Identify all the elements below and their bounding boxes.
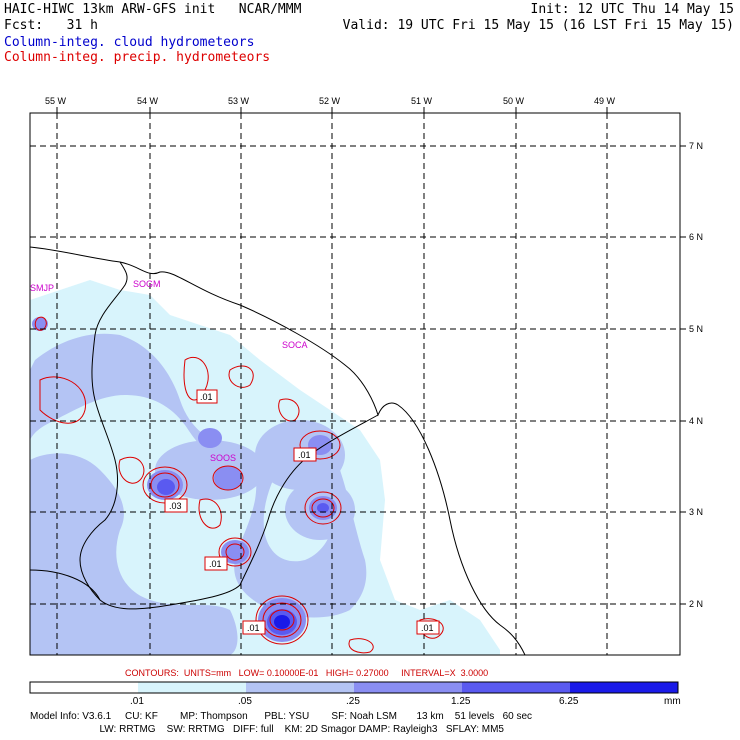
init-time: Init: 12 UTC Thu 14 May 15 bbox=[530, 2, 735, 17]
contour-label: .01 bbox=[421, 623, 434, 633]
model-info-line1: Model Info: V3.6.1 CU: KF MP: Thompson P… bbox=[30, 711, 533, 722]
axis-ticks bbox=[56, 107, 686, 605]
contour-label: .01 bbox=[298, 450, 311, 460]
colorbar-tick: 6.25 bbox=[559, 696, 579, 707]
contour-label-box: .01 bbox=[204, 556, 228, 571]
contour-label: .01 bbox=[200, 392, 213, 402]
contour-info: CONTOURS: UNITS=mm LOW= 0.10000E-01 HIGH… bbox=[125, 668, 489, 678]
colorbar-tick: .01 bbox=[130, 696, 144, 707]
lat-label: 2 N bbox=[689, 599, 703, 609]
colorbar bbox=[29, 681, 679, 694]
lon-label: 51 W bbox=[411, 96, 433, 106]
lat-label: 5 N bbox=[689, 324, 703, 334]
colorbar-tick: 1.25 bbox=[451, 696, 471, 707]
colorbar-tick: .05 bbox=[238, 696, 252, 707]
lon-label: 50 W bbox=[503, 96, 525, 106]
lat-label: 7 N bbox=[689, 141, 703, 151]
contour-label-box: .03 bbox=[164, 498, 188, 513]
lon-label: 54 W bbox=[137, 96, 159, 106]
station-label: SMJP bbox=[30, 283, 54, 293]
coastline bbox=[30, 246, 526, 655]
lat-lon-grid bbox=[30, 113, 680, 655]
lon-label: 52 W bbox=[319, 96, 341, 106]
legend-cloud: Column-integ. cloud hydrometeors bbox=[4, 35, 255, 50]
lat-label: 3 N bbox=[689, 507, 703, 517]
station-label: SOCA bbox=[282, 340, 308, 350]
plot-title: HAIC-HIWC 13km ARW-GFS init NCAR/MMM bbox=[4, 2, 302, 17]
model-info-line2: LW: RRTMG SW: RRTMG DIFF: full KM: 2D Sm… bbox=[30, 724, 504, 735]
contour-label: .01 bbox=[209, 559, 222, 569]
contour-label-box: .01 bbox=[293, 447, 317, 462]
contour-label: .01 bbox=[247, 623, 260, 633]
colorbar-tick: .25 bbox=[346, 696, 360, 707]
valid-time: Valid: 19 UTC Fri 15 May 15 (16 LST Fri … bbox=[342, 18, 734, 33]
contour-label-box: .01 bbox=[416, 620, 440, 635]
lat-label: 6 N bbox=[689, 232, 703, 242]
station-label: SOOS bbox=[210, 453, 236, 463]
contour-label-box: .01 bbox=[196, 389, 218, 404]
colorbar-unit: mm bbox=[664, 696, 681, 707]
map-frame bbox=[29, 112, 681, 656]
field-shading bbox=[30, 280, 500, 655]
lon-label: 49 W bbox=[594, 96, 616, 106]
contour-label-box: .01 bbox=[242, 620, 266, 635]
forecast-hour: Fcst: 31 h bbox=[4, 18, 98, 33]
station-label: SOGM bbox=[133, 279, 161, 289]
lon-label: 53 W bbox=[228, 96, 250, 106]
legend-precip: Column-integ. precip. hydrometeors bbox=[4, 50, 271, 65]
lon-label: 55 W bbox=[45, 96, 67, 106]
lat-label: 4 N bbox=[689, 416, 703, 426]
contour-label: .03 bbox=[169, 501, 182, 511]
